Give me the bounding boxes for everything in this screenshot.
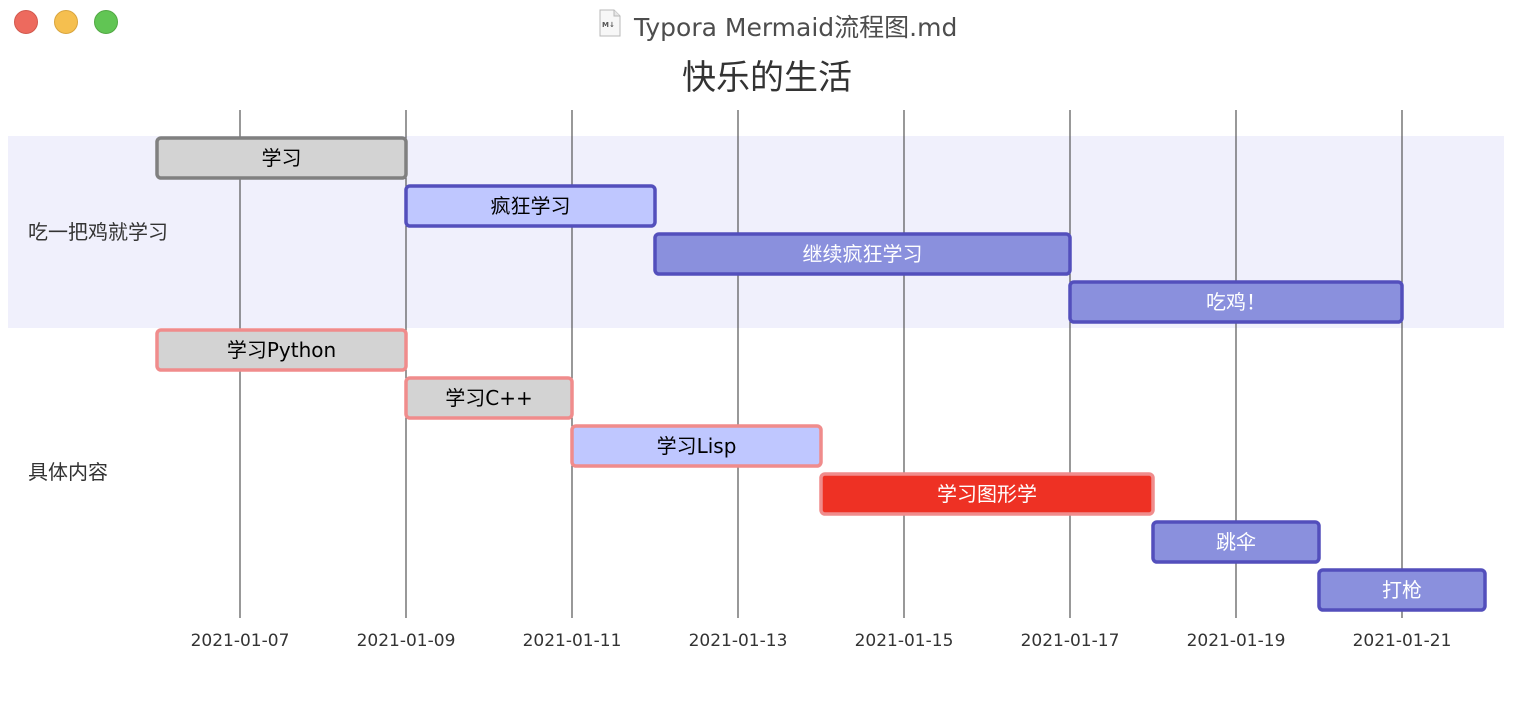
task-bar[interactable] — [570, 424, 823, 468]
gantt-task[interactable]: 吃鸡！ — [1068, 280, 1404, 324]
window-title: Typora Mermaid流程图.md — [634, 13, 958, 42]
gantt-task[interactable]: 学习C++ — [404, 376, 574, 420]
task-label: 打枪 — [1382, 578, 1422, 602]
gantt-task[interactable]: 疯狂学习 — [404, 184, 657, 228]
minimize-window-button[interactable] — [54, 10, 78, 34]
x-tick-label: 2021-01-15 — [855, 631, 954, 651]
gantt-task[interactable]: 打枪 — [1317, 568, 1487, 612]
task-bar[interactable] — [404, 376, 574, 420]
gantt-task[interactable]: 学习 — [155, 136, 408, 180]
markdown-file-icon: M↓ — [599, 9, 621, 37]
section-band — [8, 328, 1504, 616]
task-bar[interactable] — [1151, 520, 1321, 564]
gantt-task[interactable]: 学习Lisp — [570, 424, 823, 468]
task-bar[interactable] — [819, 472, 1155, 516]
x-tick-label: 2021-01-17 — [1021, 631, 1120, 651]
task-label: 学习Lisp — [657, 434, 737, 458]
task-label: 跳伞 — [1216, 530, 1256, 554]
window-titlebar: M↓ Typora Mermaid流程图.md — [0, 0, 1516, 46]
task-label: 学习C++ — [445, 386, 532, 410]
task-bar[interactable] — [1068, 280, 1404, 324]
task-label: 学习Python — [227, 338, 336, 362]
close-window-button[interactable] — [14, 10, 38, 34]
task-label: 疯狂学习 — [491, 194, 571, 218]
x-tick-label: 2021-01-09 — [357, 631, 456, 651]
task-bar[interactable] — [155, 136, 408, 180]
task-label: 学习图形学 — [937, 482, 1037, 506]
task-label: 吃鸡！ — [1206, 290, 1266, 314]
gantt-task[interactable]: 跳伞 — [1151, 520, 1321, 564]
task-bar[interactable] — [404, 184, 657, 228]
task-bar[interactable] — [1317, 568, 1487, 612]
gantt-task[interactable]: 继续疯狂学习 — [653, 232, 1072, 276]
section-label: 吃一把鸡就学习 — [28, 220, 168, 244]
zoom-window-button[interactable] — [94, 10, 118, 34]
x-tick-label: 2021-01-07 — [191, 631, 290, 651]
x-tick-label: 2021-01-13 — [689, 631, 788, 651]
task-label: 继续疯狂学习 — [803, 242, 923, 266]
gantt-task[interactable]: 学习图形学 — [819, 472, 1155, 516]
x-tick-label: 2021-01-11 — [523, 631, 622, 651]
task-bar[interactable] — [653, 232, 1072, 276]
chart-title: 快乐的生活 — [682, 58, 852, 98]
task-bar[interactable] — [155, 328, 408, 372]
x-tick-label: 2021-01-21 — [1353, 631, 1452, 651]
section-label: 具体内容 — [28, 460, 108, 484]
task-label: 学习 — [262, 146, 302, 170]
gantt-task[interactable]: 学习Python — [155, 328, 408, 372]
svg-text:M↓: M↓ — [602, 21, 615, 29]
x-tick-label: 2021-01-19 — [1187, 631, 1286, 651]
